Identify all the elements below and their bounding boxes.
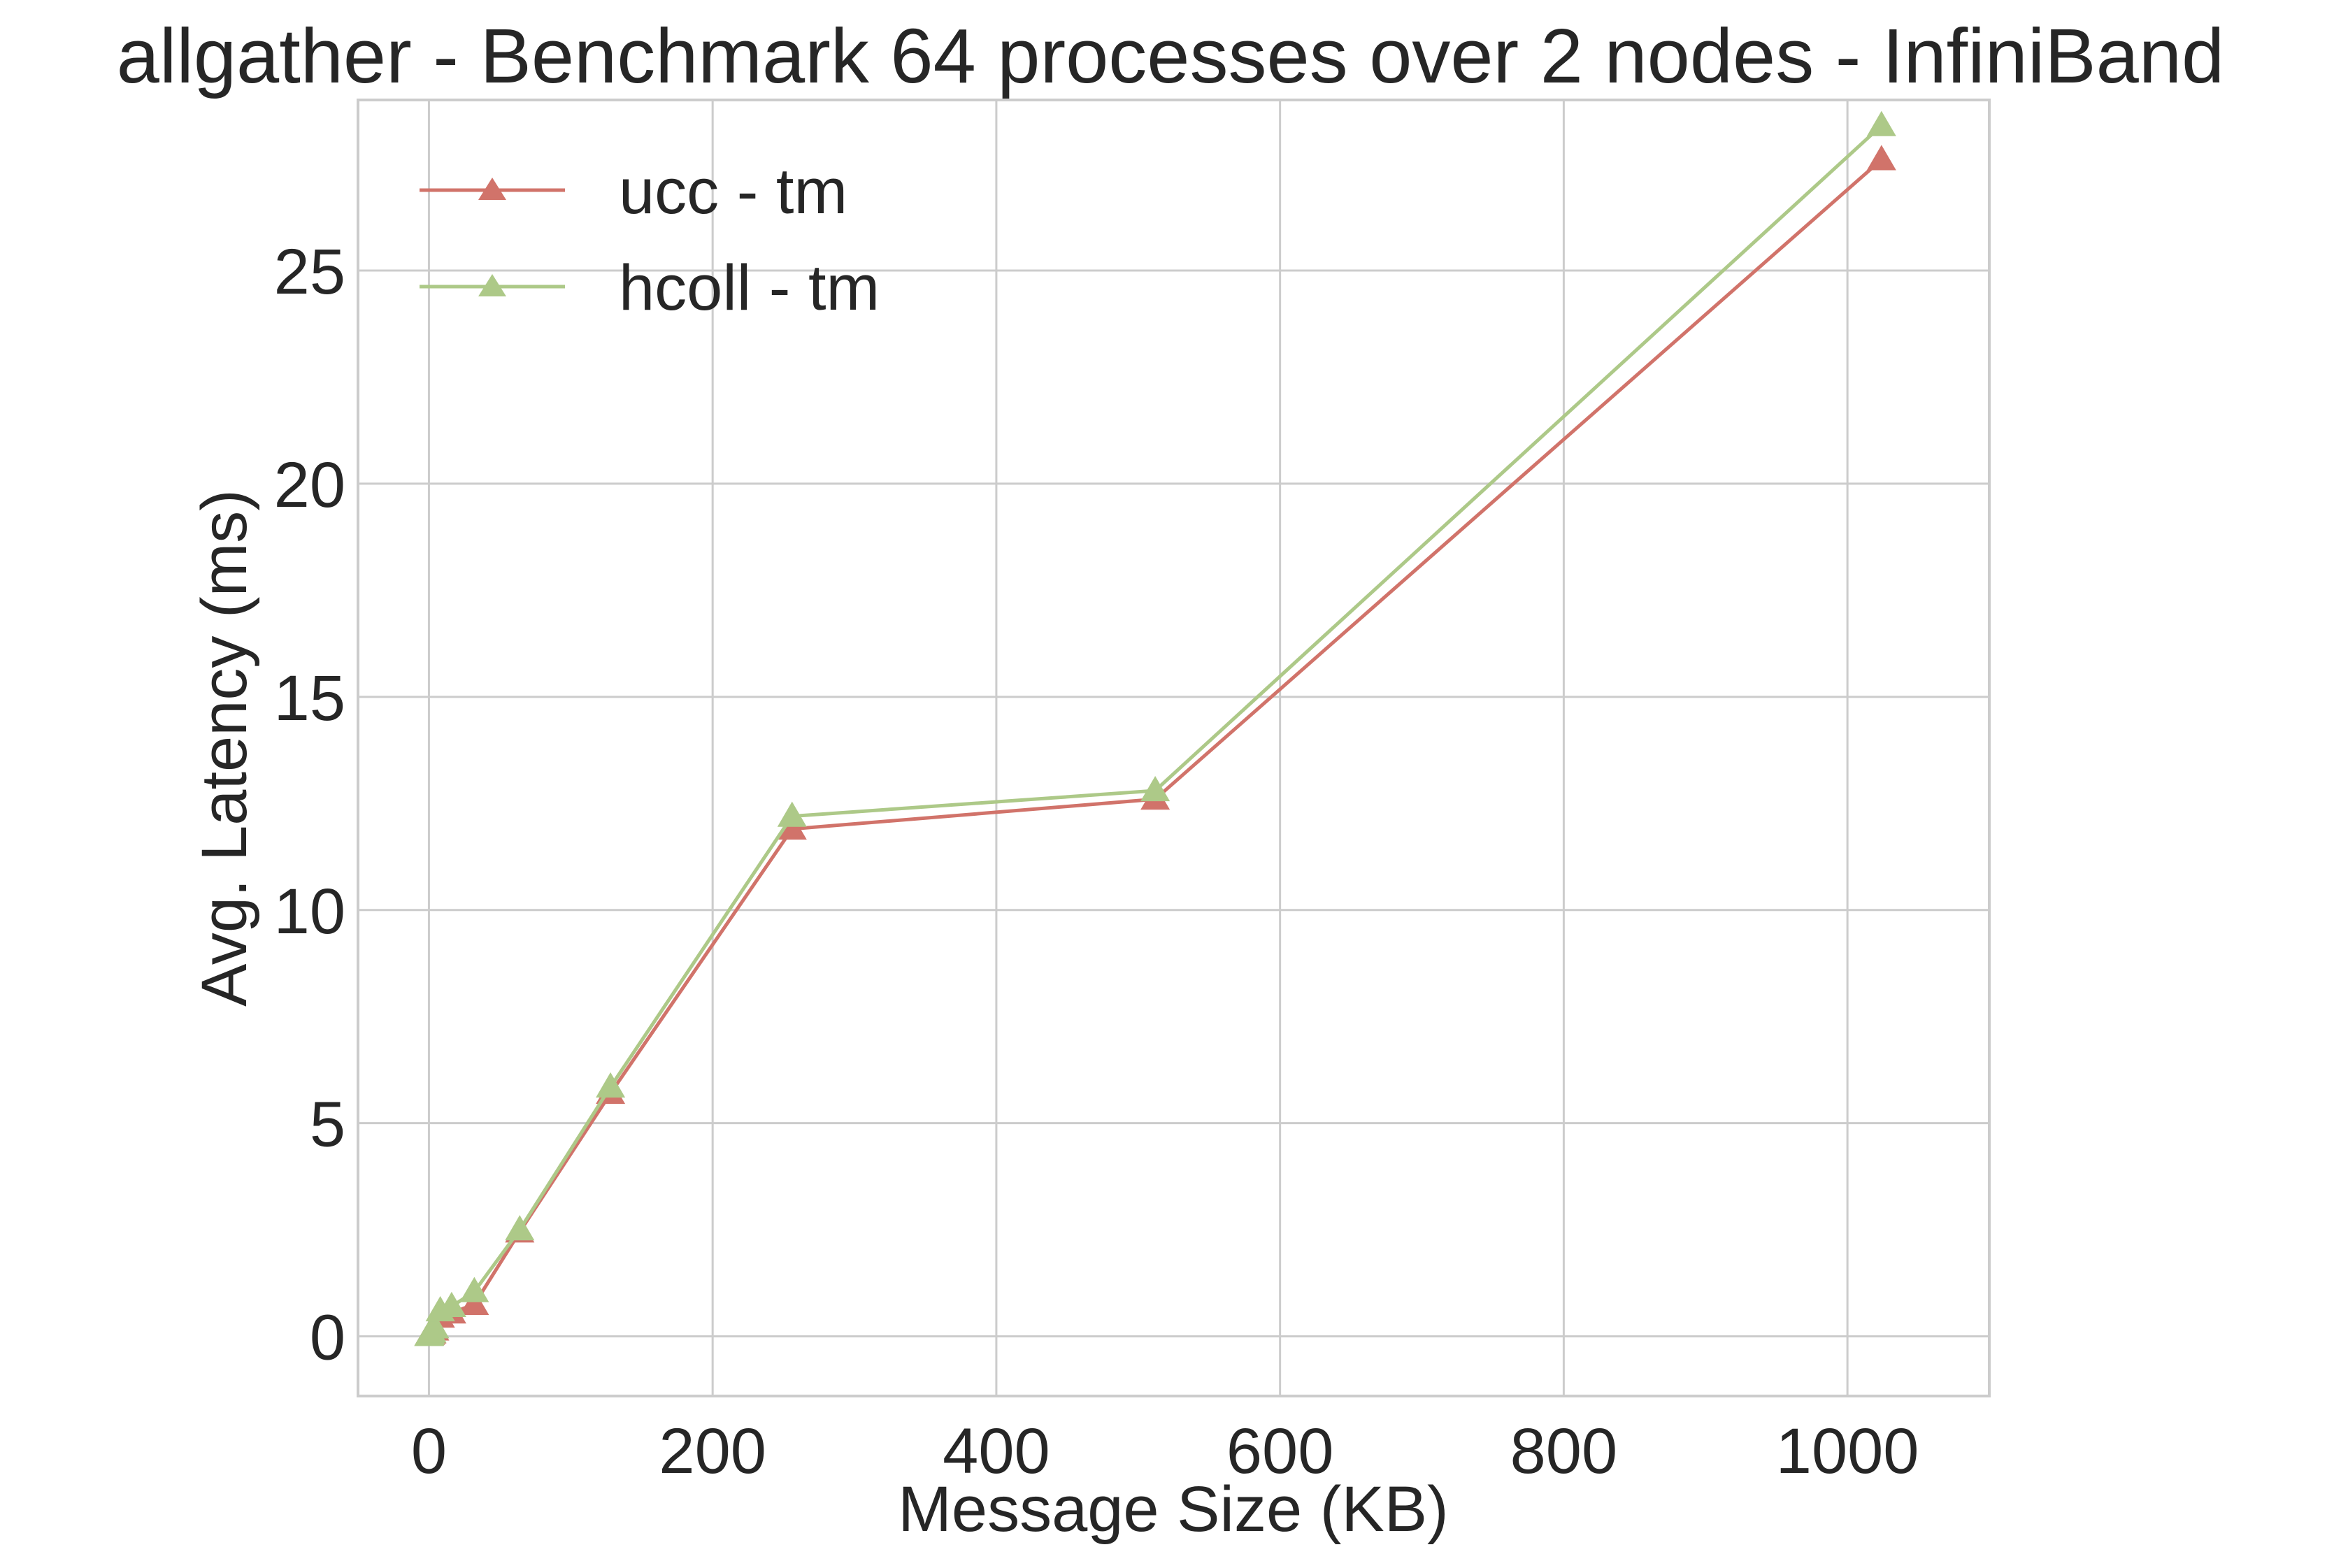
x-tick-label: 1000 bbox=[1776, 1416, 1919, 1487]
legend-label-hcoll: hcoll - tm bbox=[619, 252, 880, 324]
legend-entry-ucc: ucc - tm bbox=[420, 156, 847, 227]
y-tick-label: 25 bbox=[274, 236, 345, 308]
data-point-hcoll bbox=[420, 1313, 450, 1339]
data-point-hcoll bbox=[777, 801, 807, 827]
series-lines bbox=[414, 110, 1896, 1346]
x-tick-label: 800 bbox=[1510, 1416, 1618, 1487]
y-axis-label: Avg. Latency (ms) bbox=[189, 489, 260, 1007]
data-point-hcoll bbox=[436, 1291, 466, 1318]
legend: ucc - tm hcoll - tm bbox=[420, 156, 880, 324]
data-point-ucc bbox=[777, 814, 807, 840]
y-tick-label: 10 bbox=[274, 876, 345, 947]
data-point-hcoll bbox=[505, 1215, 535, 1241]
y-tick-label: 15 bbox=[274, 663, 345, 734]
x-tick-label: 400 bbox=[943, 1416, 1050, 1487]
x-tick-label: 0 bbox=[411, 1416, 447, 1487]
data-point-hcoll bbox=[1140, 775, 1170, 802]
plot-frame bbox=[357, 99, 1991, 1397]
y-tick-label: 0 bbox=[310, 1302, 345, 1374]
y-tick-label: 20 bbox=[274, 449, 345, 521]
x-tick-label: 200 bbox=[659, 1416, 766, 1487]
data-point-ucc bbox=[1866, 145, 1896, 171]
data-point-hcoll bbox=[1866, 110, 1896, 136]
chart-title: allgather - Benchmark 64 processes over … bbox=[117, 13, 2224, 99]
legend-marker-hcoll bbox=[478, 274, 506, 296]
grid-lines bbox=[358, 100, 1989, 1396]
legend-entry-hcoll: hcoll - tm bbox=[420, 252, 880, 324]
x-axis-label: Message Size (KB) bbox=[898, 1474, 1448, 1545]
x-tick-label: 600 bbox=[1226, 1416, 1334, 1487]
series-line-ucc bbox=[427, 158, 1883, 1337]
data-point-ucc bbox=[459, 1289, 489, 1315]
legend-marker-ucc bbox=[478, 178, 506, 200]
tick-labels: 0 200 400 600 800 1000 0 5 10 15 20 25 bbox=[274, 236, 1919, 1487]
y-tick-label: 5 bbox=[310, 1089, 345, 1160]
data-point-hcoll bbox=[596, 1072, 626, 1098]
data-point-hcoll bbox=[459, 1276, 489, 1302]
legend-label-ucc: ucc - tm bbox=[619, 156, 847, 227]
